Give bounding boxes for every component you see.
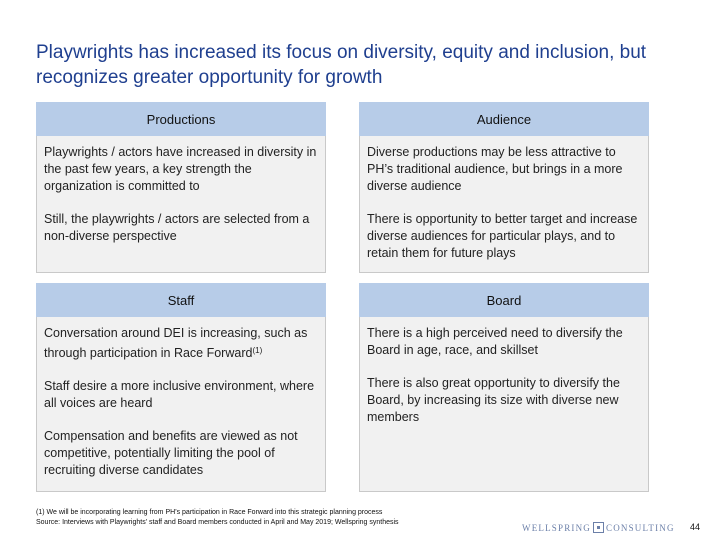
- footnote: (1) We will be incorporating learning fr…: [36, 508, 516, 527]
- brand-mark-icon: [593, 522, 604, 533]
- staff-point: Compensation and benefits are viewed as …: [44, 429, 298, 477]
- productions-panel: Productions Playwrights / actors have in…: [36, 102, 326, 273]
- productions-point: Still, the playwrights / actors are sele…: [44, 212, 310, 243]
- staff-heading: Staff: [36, 283, 326, 317]
- staff-point-text: Conversation around DEI is increasing, s…: [44, 326, 308, 360]
- audience-point: Diverse productions may be less attracti…: [367, 145, 623, 193]
- board-point: There is a high perceived need to divers…: [367, 326, 623, 357]
- page-number: 44: [690, 522, 701, 532]
- audience-point: There is opportunity to better target an…: [367, 212, 638, 260]
- footnote-marker: (1): [36, 509, 45, 516]
- board-body: There is a high perceived need to divers…: [359, 317, 649, 492]
- footnote-source: Source: Interviews with Playwrights' sta…: [36, 518, 399, 526]
- audience-panel: Audience Diverse productions may be less…: [359, 102, 649, 273]
- board-heading: Board: [359, 283, 649, 317]
- page-title: Playwrights has increased its focus on d…: [36, 42, 647, 88]
- brand-name-left: WELLSPRING: [522, 522, 591, 533]
- staff-panel: Staff Conversation around DEI is increas…: [36, 283, 326, 492]
- footnote-reference: (1): [252, 346, 263, 355]
- productions-heading: Productions: [36, 102, 326, 136]
- footnote-note-text: We will be incorporating learning from P…: [46, 509, 383, 516]
- brand-name-right: CONSULTING: [606, 522, 675, 533]
- audience-body: Diverse productions may be less attracti…: [359, 136, 649, 273]
- staff-body: Conversation around DEI is increasing, s…: [36, 317, 326, 492]
- board-point: There is also great opportunity to diver…: [367, 376, 620, 424]
- brand-logo: WELLSPRING CONSULTING: [522, 522, 675, 533]
- board-panel: Board There is a high perceived need to …: [359, 283, 649, 492]
- productions-point: Playwrights / actors have increased in d…: [44, 145, 317, 193]
- audience-heading: Audience: [359, 102, 649, 136]
- footnote-note: (1) We will be incorporating learning fr…: [36, 508, 516, 518]
- productions-body: Playwrights / actors have increased in d…: [36, 136, 326, 273]
- staff-point: Conversation around DEI is increasing, s…: [44, 325, 319, 362]
- staff-point: Staff desire a more inclusive environmen…: [44, 379, 315, 410]
